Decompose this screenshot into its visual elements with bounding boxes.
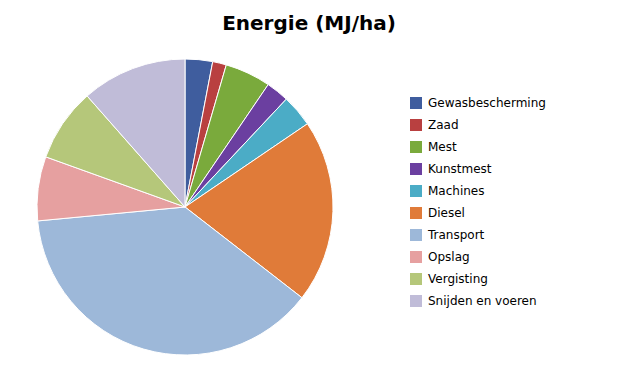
legend-label: Opslag — [428, 250, 470, 264]
legend-item: Opslag — [410, 250, 470, 264]
legend-swatch — [410, 207, 422, 219]
legend-label: Mest — [428, 140, 457, 154]
legend-swatch — [410, 97, 422, 109]
legend-item: Mest — [410, 140, 457, 154]
title: Energie (MJ/ha) — [222, 11, 396, 35]
legend-item: Vergisting — [410, 272, 488, 286]
legend-swatch — [410, 251, 422, 263]
pie — [37, 59, 333, 355]
pie-slice — [38, 207, 302, 355]
legend-label: Vergisting — [428, 272, 488, 286]
legend-swatch — [410, 295, 422, 307]
legend-swatch — [410, 229, 422, 241]
legend-item: Kunstmest — [410, 162, 492, 176]
legend-label: Diesel — [428, 206, 465, 220]
legend-label: Kunstmest — [428, 162, 492, 176]
legend-item: Machines — [410, 184, 484, 198]
legend-item: Diesel — [410, 206, 465, 220]
legend-label: Gewasbescherming — [428, 96, 546, 110]
legend-swatch — [410, 185, 422, 197]
legend-label: Transport — [427, 228, 485, 242]
legend-item: Snijden en voeren — [410, 294, 537, 308]
legend: Gewasbescherming Zaad Mest Kunstmest Machine… — [410, 96, 546, 308]
legend-swatch — [410, 273, 422, 285]
chart: Energie (MJ/ha) Gewasbescherming Zaad Mest K… — [0, 0, 618, 370]
legend-item: Transport — [410, 228, 485, 242]
legend-label: Zaad — [428, 118, 459, 132]
legend-label: Snijden en voeren — [428, 294, 537, 308]
legend-label: Machines — [428, 184, 484, 198]
legend-item: Zaad — [410, 118, 459, 132]
legend-swatch — [410, 119, 422, 131]
legend-swatch — [410, 163, 422, 175]
legend-item: Gewasbescherming — [410, 96, 546, 110]
pie-slice — [87, 59, 185, 207]
legend-swatch — [410, 141, 422, 153]
